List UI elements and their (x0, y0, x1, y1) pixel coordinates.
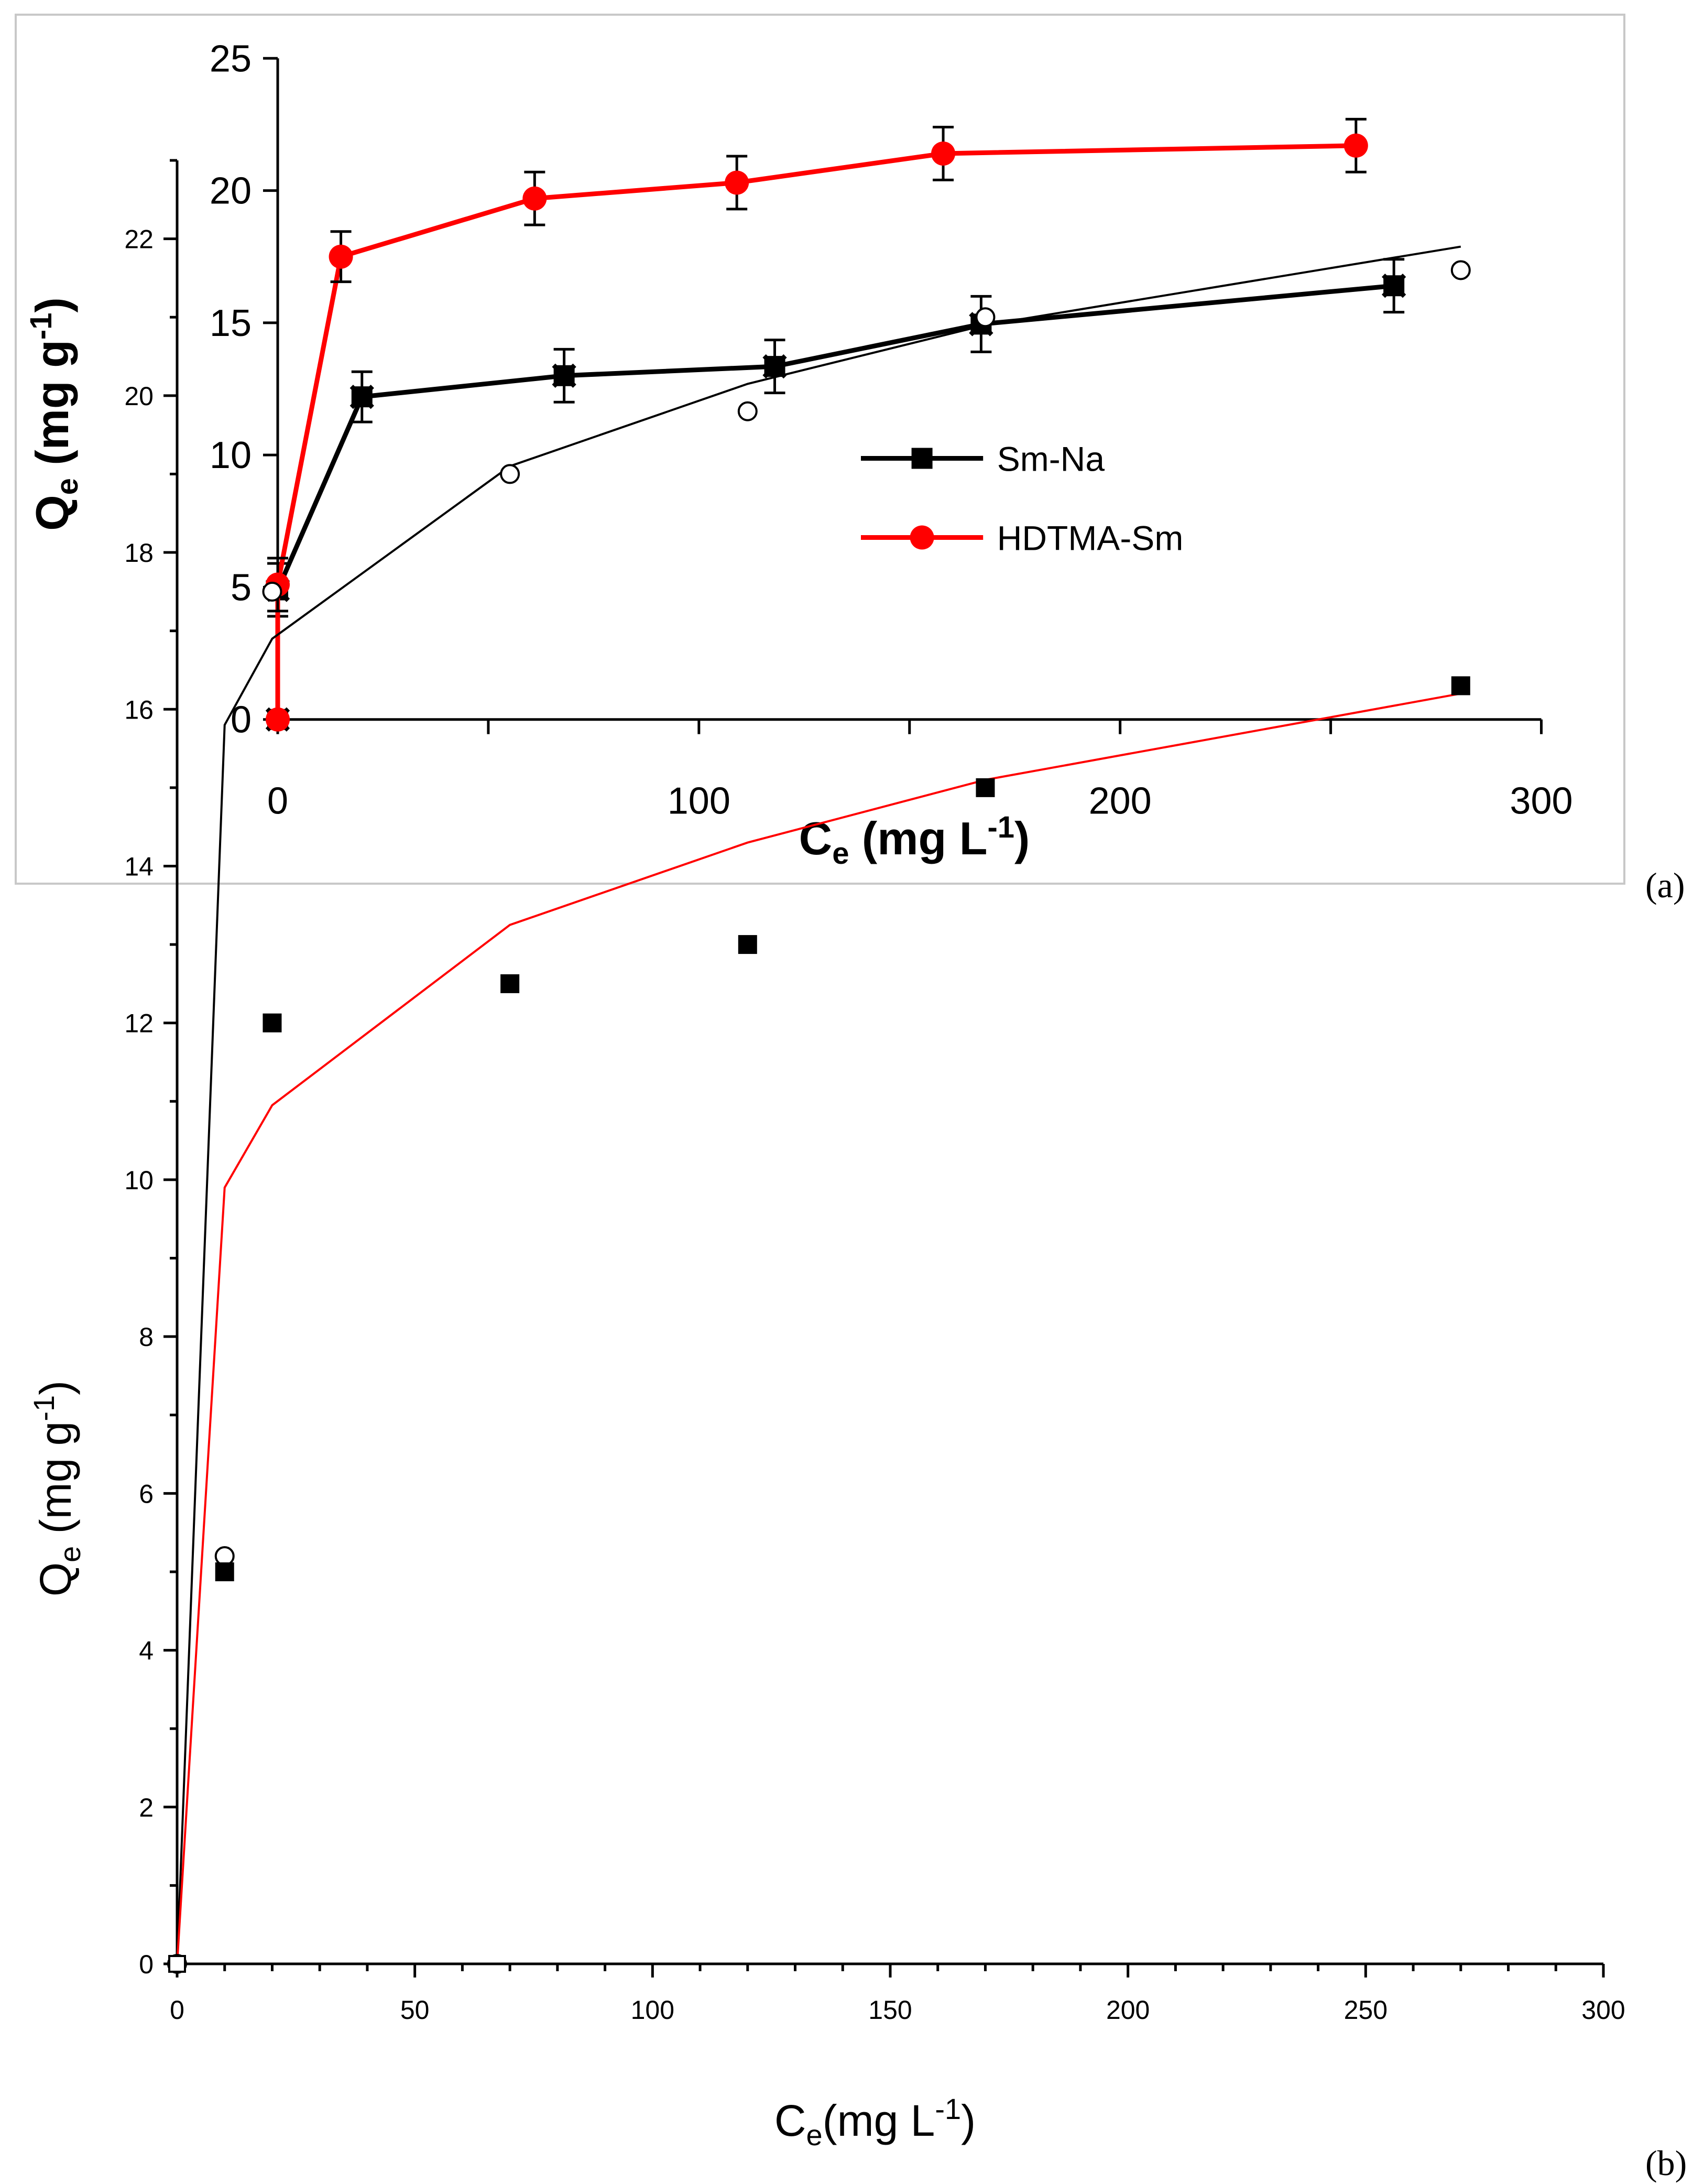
chart-a-x-tick-label: 200 (1089, 780, 1152, 822)
chart-b-point (500, 974, 520, 993)
chart-b-y-tick-label: 6 (139, 1479, 154, 1508)
chart-b-y-tick-label: 16 (124, 695, 154, 724)
chart-b-point (262, 581, 282, 602)
chart-b-ylabel-rest: (mg g (31, 1421, 80, 1546)
chart-b-y-tick-label: 12 (124, 1009, 154, 1038)
chart-a-point (329, 244, 353, 269)
chart-b-point (738, 935, 757, 954)
chart-b-x-tick-label: 200 (1106, 1995, 1150, 2025)
chart-a-legend: Sm-Na HDTMA-Sm (861, 440, 1183, 558)
chart-a-ylabel-rest: (mg g (26, 340, 78, 478)
chart-b-point (975, 307, 996, 328)
chart-a-point (931, 141, 956, 166)
chart-b-x-tick-label: 300 (1581, 1995, 1625, 2025)
chart-b-y-axis-title: Qe (mg g-1) (27, 1381, 86, 1596)
chart-a-xlabel-rest: (mg L (849, 812, 987, 864)
chart-a-legend-label: Sm-Na (997, 440, 1105, 479)
chart-a-point-cross (1381, 274, 1406, 298)
chart-a-x-tick-label: 300 (1510, 780, 1572, 822)
chart-b-y-tick-label: 0 (139, 1950, 154, 1979)
chart-a-ylabel-main: Q (26, 495, 78, 530)
chart-b-xlabel-end: ) (961, 2096, 976, 2145)
chart-a-point (725, 170, 749, 195)
chart-b-point (263, 1013, 282, 1033)
chart-a-ylabel-sub: e (50, 478, 84, 495)
chart-a-legend-label: HDTMA-Sm (997, 519, 1184, 558)
chart-a-xlabel-end: ) (1014, 812, 1030, 864)
chart-b-y-tick-label: 18 (124, 538, 154, 568)
chart-a-x-tick-label: 100 (668, 780, 730, 822)
chart-b-y-tick-label: 10 (124, 1166, 154, 1195)
chart-b-ylabel-main: Q (31, 1562, 80, 1596)
chart-b-y-tick-label: 14 (124, 852, 154, 881)
chart-b-xlabel-rest: (mg L (823, 2096, 935, 2145)
chart-a-xlabel-sub: e (832, 836, 849, 871)
chart-a-legend-item-0: Sm-Na (861, 440, 1105, 479)
chart-b-y-tick-label: 2 (139, 1793, 154, 1822)
chart-b-ylabel-sub: e (53, 1546, 86, 1562)
chart-b-x-tick-label: 150 (868, 1995, 912, 2025)
chart-a-xlabel-sup: -1 (987, 810, 1014, 844)
chart-a-x-axis-title: Ce (mg L-1) (799, 810, 1030, 871)
chart-a-y-tick-label: 15 (210, 302, 252, 344)
chart-b-point (215, 1562, 234, 1581)
chart-a-ylabel-end: ) (26, 297, 78, 312)
chart-a-point (522, 186, 547, 211)
chart-a-point-cross (762, 354, 787, 379)
chart-b-x-tick-label: 50 (400, 1995, 430, 2025)
chart-a-point-cross (552, 363, 576, 388)
chart-b-y-tick-label: 4 (139, 1636, 154, 1666)
chart-a-border (15, 14, 1625, 885)
chart-a-ylabel-sup: -1 (24, 313, 58, 340)
chart-b-y-tick-label: 22 (124, 225, 154, 254)
chart-b-point (976, 778, 995, 797)
chart-b-x-axis-title: Ce(mg L-1) (774, 2092, 976, 2152)
chart-a-y-tick-label: 10 (210, 434, 252, 476)
chart-a: 0 5 10 15 20 25 0 100 200 300 Sm-Na HDTMA-Sm Qe (m… (15, 14, 1625, 885)
chart-a-x-tick-label: 0 (267, 780, 288, 822)
chart-b-point (168, 1955, 186, 1973)
chart-b-point (1451, 676, 1470, 696)
chart-a-point (266, 707, 290, 732)
chart-a-legend-marker (910, 525, 934, 550)
chart-b-y-tick-label: 8 (139, 1322, 154, 1352)
chart-a-xlabel-main: C (799, 812, 833, 864)
chart-b-point (1450, 260, 1471, 280)
chart-a-legend-item-1: HDTMA-Sm (861, 519, 1183, 558)
chart-a-y-tick-label: 5 (231, 567, 252, 609)
chart-a-y-tick-label: 20 (210, 170, 252, 212)
chart-b-point (737, 401, 758, 421)
chart-b-xlabel-sup: -1 (935, 2092, 961, 2125)
panel-b-label: (b) (1645, 2143, 1687, 2183)
chart-b-series (167, 260, 1471, 1974)
chart-b-ylabel-sup: -1 (27, 1395, 60, 1421)
chart-b-xlabel-main: C (774, 2096, 806, 2145)
chart-a-y-tick-label: 0 (231, 699, 252, 741)
chart-b-y-tick-label: 20 (124, 382, 154, 411)
chart-b-ylabel-end: ) (31, 1381, 80, 1395)
chart-b-x-tick-label: 250 (1344, 1995, 1388, 2025)
chart-b-x-tick-label: 0 (170, 1995, 184, 2025)
chart-b-xlabel-sub: e (806, 2118, 823, 2152)
chart-a-point (1343, 133, 1368, 158)
chart-a-point-cross (349, 384, 374, 409)
chart-a-legend-marker (911, 448, 933, 469)
chart-a-y-axis-title: Qe (mg g-1) (24, 297, 84, 531)
chart-b-series-1 (168, 676, 1470, 1973)
chart-b-point (214, 1546, 235, 1567)
chart-a-ticks: 0 5 10 15 20 25 0 100 200 300 (210, 38, 1573, 822)
chart-b-point (500, 464, 520, 484)
chart-b-x-tick-label: 100 (631, 1995, 674, 2025)
panel-a-label: (a) (1645, 865, 1685, 905)
chart-a-y-tick-label: 25 (210, 38, 252, 80)
